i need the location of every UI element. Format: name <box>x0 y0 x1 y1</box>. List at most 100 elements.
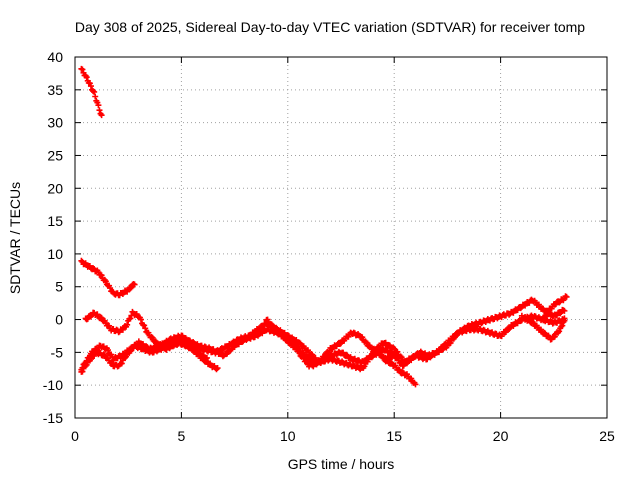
data-point <box>559 322 566 329</box>
data-point <box>149 334 156 341</box>
data-point <box>556 299 563 306</box>
data-point <box>545 308 552 315</box>
data-point <box>137 316 144 323</box>
data-point <box>396 366 403 373</box>
data-point <box>79 364 86 371</box>
data-point <box>214 365 221 372</box>
x-tick-label: 0 <box>71 428 79 444</box>
series-track-g <box>263 312 568 370</box>
data-point <box>397 353 404 360</box>
data-point <box>412 381 419 388</box>
data-point <box>560 319 567 326</box>
data-point <box>96 107 103 114</box>
data-point <box>303 358 310 365</box>
data-point <box>398 354 405 361</box>
data-point <box>86 353 93 360</box>
data-point <box>541 329 548 336</box>
data-point <box>83 357 90 364</box>
data-point <box>439 346 446 353</box>
data-point <box>561 307 568 314</box>
data-point <box>91 88 98 95</box>
data-point <box>541 315 548 322</box>
data-point <box>124 321 131 328</box>
x-tick-label: 20 <box>493 428 509 444</box>
data-point <box>79 66 86 73</box>
data-point <box>98 272 105 279</box>
data-point <box>131 281 138 288</box>
data-point <box>517 305 524 312</box>
data-point <box>394 348 401 355</box>
y-axis-label: SDTVAR / TECUs <box>7 181 23 295</box>
data-point <box>90 88 97 95</box>
data-point <box>87 83 94 90</box>
x-tick-label: 15 <box>386 428 402 444</box>
data-point <box>361 363 368 370</box>
y-tick-label: -10 <box>43 377 63 393</box>
data-point <box>90 265 97 272</box>
series-track-k <box>540 293 570 324</box>
y-tick-label: 20 <box>47 180 63 196</box>
data-point <box>127 285 134 292</box>
data-point <box>272 325 279 332</box>
data-point <box>359 334 366 341</box>
y-tick-label: -5 <box>51 344 64 360</box>
data-point <box>447 339 454 346</box>
data-point <box>129 345 136 352</box>
y-tick-label: 40 <box>47 49 63 65</box>
y-tick-label: 10 <box>47 246 63 262</box>
data-point <box>451 334 458 341</box>
data-point <box>399 369 406 376</box>
data-point <box>109 360 116 367</box>
x-tick-label: 5 <box>178 428 186 444</box>
series-track-h <box>295 296 568 373</box>
series-track-b <box>78 257 138 299</box>
data-point <box>309 351 316 358</box>
data-point <box>100 351 107 358</box>
data-point <box>296 339 303 346</box>
data-point <box>102 278 109 285</box>
y-tick-label: 5 <box>55 279 63 295</box>
tick-layer: 0 5 10 15 20 25 -15 -10 -5 0 5 10 15 20 25 30 35 40 <box>43 49 615 444</box>
data-point <box>128 284 135 291</box>
data-point <box>551 333 558 340</box>
data-point <box>343 351 350 358</box>
data-point <box>561 315 568 322</box>
data-point <box>148 333 155 340</box>
series-track-a <box>78 65 105 119</box>
data-point <box>363 339 370 346</box>
data-point <box>127 315 134 322</box>
data-point <box>365 356 372 363</box>
data-point <box>296 349 303 356</box>
data-point <box>98 112 105 119</box>
x-tick-label: 10 <box>280 428 296 444</box>
y-tick-label: -15 <box>43 410 63 426</box>
data-point <box>92 93 99 100</box>
data-point <box>141 322 148 329</box>
series-track-i <box>380 354 419 388</box>
data-point <box>118 360 125 367</box>
data-point <box>101 352 108 359</box>
data-point <box>107 285 114 292</box>
y-tick-label: 35 <box>47 82 63 98</box>
data-point <box>83 74 90 81</box>
y-tick-label: 15 <box>47 213 63 229</box>
chart-title: Day 308 of 2025, Sidereal Day-to-day VTE… <box>74 19 586 35</box>
data-point <box>202 357 209 364</box>
data-point <box>322 353 329 360</box>
data-point <box>268 321 275 328</box>
data-point <box>382 346 389 353</box>
data-point <box>95 102 102 109</box>
data-point <box>368 352 375 359</box>
data-point <box>556 328 563 335</box>
data-point <box>558 323 565 330</box>
data-point <box>143 343 150 350</box>
y-tick-label: 0 <box>55 312 63 328</box>
data-point <box>142 325 149 332</box>
grid-layer <box>75 57 607 418</box>
plot-frame <box>74 56 608 419</box>
series-track-j <box>518 312 568 343</box>
data-point <box>78 257 85 264</box>
series-layer <box>78 65 570 388</box>
data-point <box>104 347 111 354</box>
data-point <box>563 293 570 300</box>
